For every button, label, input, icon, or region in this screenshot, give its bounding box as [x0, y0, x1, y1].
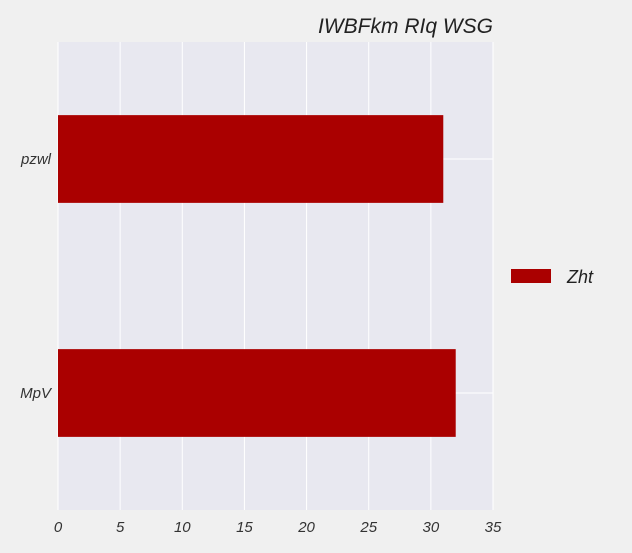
legend: Zht: [511, 267, 594, 287]
bar-pzwl: [58, 115, 444, 203]
x-tick-label: 35: [485, 519, 502, 536]
chart-title: IWBFkm RIq WSG: [318, 15, 493, 38]
y-axis-ticks: pzwl MpV: [20, 151, 53, 402]
x-tick-label: 15: [236, 519, 253, 536]
bar-MpV: [58, 349, 456, 437]
x-tick-label: 20: [297, 519, 315, 536]
x-tick-label: 25: [359, 519, 377, 536]
bars: [58, 115, 456, 437]
x-tick-label: 10: [174, 519, 191, 536]
y-tick-label: pzwl: [20, 151, 52, 168]
y-tick-label: MpV: [20, 385, 53, 402]
legend-label: Zht: [566, 267, 594, 287]
legend-swatch: [511, 269, 551, 283]
x-axis-ticks: 0 5 10 15 20 25 30 35: [54, 519, 502, 536]
plot-area: [58, 42, 493, 510]
x-tick-label: 30: [423, 519, 440, 536]
x-tick-label: 5: [116, 519, 125, 536]
x-tick-label: 0: [54, 519, 63, 536]
